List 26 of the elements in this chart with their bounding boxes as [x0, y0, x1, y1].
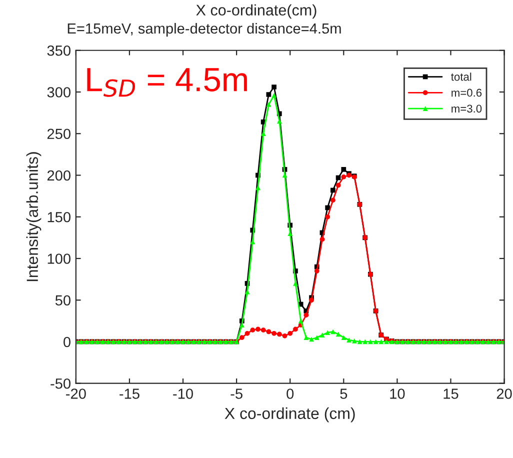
y-tick-label: 150: [48, 212, 70, 222]
y-tick-label: 350: [47, 45, 70, 56]
y-tick-label: 300: [47, 87, 70, 98]
annotation: L$_{SD}$ = 4.5m: [87, 68, 247, 97]
x-tick-label: -20: [66, 388, 86, 399]
y-tick-label: 100: [48, 254, 70, 264]
x-axis-title: X co-ordinate (cm): [224, 407, 355, 422]
y-tick-label: 250: [47, 128, 70, 140]
y-axis-title: Intensity(arb.units): [26, 152, 42, 282]
x-tick-label: 10: [390, 388, 405, 399]
y-tick-label: 200: [47, 170, 70, 181]
y-tick-label: -50: [50, 378, 70, 389]
y-tick-label: 0: [64, 336, 70, 348]
x-tick-label: -15: [120, 388, 140, 399]
x-tick-label: 20: [496, 388, 512, 399]
legend-label: total: [451, 72, 472, 81]
x-tick-label: -5: [230, 388, 242, 399]
y-tick-label: 50: [55, 295, 70, 306]
legend-label: m=3.0: [452, 104, 482, 113]
legend-label: m=0.6: [452, 88, 482, 97]
x-tick-label: 15: [444, 388, 458, 399]
chart-title: E=15meV, sample-detector distance=4.5m: [68, 22, 341, 37]
x-tick-label: 0: [286, 388, 294, 399]
x-tick-label: 5: [340, 388, 348, 399]
x-tick-label: -10: [173, 388, 193, 399]
x2-axis-title: X co-ordinate(cm): [196, 4, 316, 19]
